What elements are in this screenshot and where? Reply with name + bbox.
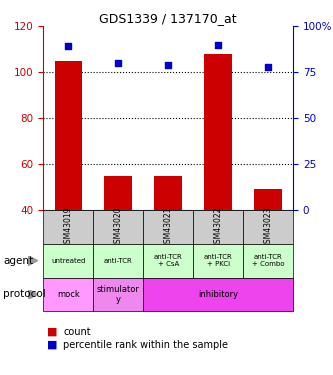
Point — [166, 62, 171, 68]
Bar — [143, 278, 293, 311]
Text: agent: agent — [3, 256, 33, 266]
Text: ■: ■ — [47, 327, 57, 337]
Point — [265, 64, 271, 70]
Bar — [93, 278, 143, 311]
Bar — [93, 210, 143, 244]
Bar — [243, 244, 293, 278]
Text: anti-TCR
+ PKCi: anti-TCR + PKCi — [204, 254, 232, 267]
Bar — [93, 244, 143, 278]
Text: anti-TCR
+ CsA: anti-TCR + CsA — [154, 254, 182, 267]
Title: GDS1339 / 137170_at: GDS1339 / 137170_at — [99, 12, 237, 25]
Polygon shape — [28, 256, 38, 266]
Text: GSM43021: GSM43021 — [164, 206, 173, 248]
Bar — [43, 244, 93, 278]
Bar — [143, 210, 193, 244]
Bar — [43, 210, 93, 244]
Text: inhibitory: inhibitory — [198, 290, 238, 299]
Bar — [155, 176, 182, 210]
Polygon shape — [28, 290, 38, 299]
Bar — [193, 210, 243, 244]
Bar — [55, 61, 82, 210]
Text: GSM43023: GSM43023 — [263, 206, 273, 248]
Text: ■: ■ — [47, 340, 57, 350]
Text: protocol: protocol — [3, 290, 46, 299]
Text: GSM43020: GSM43020 — [114, 206, 123, 248]
Bar — [105, 176, 132, 210]
Text: percentile rank within the sample: percentile rank within the sample — [63, 340, 228, 350]
Text: mock: mock — [57, 290, 80, 299]
Text: anti-TCR: anti-TCR — [104, 258, 133, 264]
Text: GSM43022: GSM43022 — [213, 206, 223, 248]
Bar — [254, 189, 282, 210]
Bar — [143, 244, 193, 278]
Point — [215, 42, 221, 48]
Bar — [43, 278, 93, 311]
Text: GSM43019: GSM43019 — [64, 206, 73, 248]
Bar — [193, 244, 243, 278]
Text: anti-TCR
+ Combo: anti-TCR + Combo — [252, 254, 284, 267]
Text: untreated: untreated — [51, 258, 86, 264]
Text: count: count — [63, 327, 91, 337]
Point — [116, 60, 121, 66]
Point — [66, 44, 71, 50]
Bar — [204, 54, 232, 210]
Bar — [243, 210, 293, 244]
Text: stimulator
y: stimulator y — [97, 285, 140, 304]
